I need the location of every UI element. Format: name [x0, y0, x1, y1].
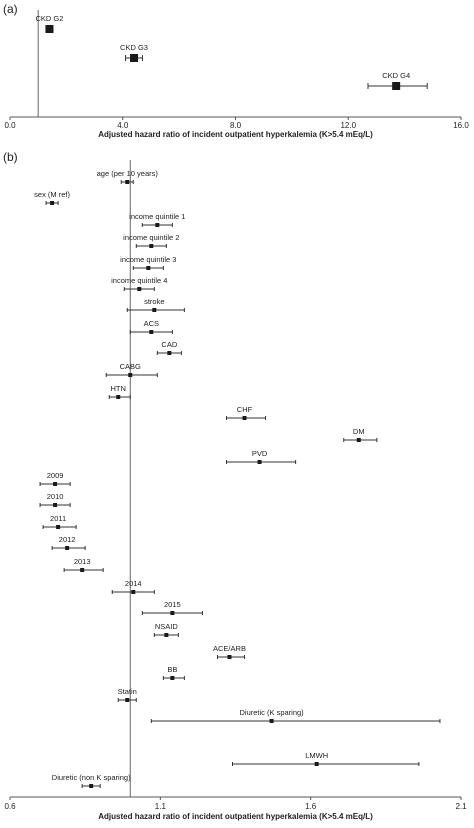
point-label: CABG	[120, 362, 141, 371]
point-marker	[242, 416, 247, 420]
x-tick-label: 1.6	[305, 802, 317, 811]
point-label: ACS	[144, 319, 159, 328]
point-label: ACE/ARB	[213, 644, 246, 653]
x-tick-label: 12.0	[340, 121, 356, 130]
point-label: NSAID	[155, 622, 179, 631]
point-marker	[56, 525, 61, 529]
point-marker	[269, 719, 274, 723]
point-label: 2009	[47, 471, 64, 480]
x-axis-title: Adjusted hazard ratio of incident outpat…	[98, 130, 373, 139]
point-marker	[170, 676, 175, 680]
x-tick-label: 0.6	[4, 802, 16, 811]
point-marker	[314, 762, 319, 766]
point-label: age (per 10 years)	[97, 169, 159, 178]
point-marker	[80, 568, 85, 572]
point-label: CHF	[237, 405, 253, 414]
point-label: CKD G2	[35, 14, 63, 23]
point-marker	[45, 25, 54, 33]
point-marker	[130, 54, 139, 62]
point-marker	[65, 546, 70, 550]
point-marker	[164, 633, 169, 637]
point-label: HTN	[111, 384, 126, 393]
point-marker	[149, 244, 154, 248]
point-label: 2011	[50, 514, 66, 523]
point-marker	[356, 438, 361, 442]
panel-b-label: (b)	[3, 150, 18, 164]
point-label: 2014	[125, 579, 142, 588]
point-label: 2012	[59, 535, 76, 544]
point-label: Statin	[118, 687, 137, 696]
point-marker	[125, 180, 130, 184]
point-label: 2013	[74, 557, 91, 566]
point-marker	[227, 655, 232, 659]
point-marker	[50, 201, 55, 205]
point-label: Diuretic (K sparing)	[239, 708, 304, 717]
point-marker	[170, 611, 175, 615]
x-tick-label: 0.0	[4, 121, 16, 130]
x-tick-label: 8.0	[230, 121, 242, 130]
point-marker	[392, 82, 401, 90]
point-marker	[149, 330, 154, 334]
x-tick-label: 1.1	[155, 802, 167, 811]
point-label: PVD	[252, 449, 268, 458]
point-marker	[89, 784, 94, 788]
point-label: DM	[353, 427, 365, 436]
point-marker	[137, 287, 142, 291]
x-tick-label: 2.1	[455, 802, 467, 811]
point-marker	[167, 351, 172, 355]
point-marker	[116, 395, 121, 399]
point-label: stroke	[144, 297, 164, 306]
point-marker	[131, 590, 136, 594]
point-label: sex (M ref)	[34, 190, 70, 199]
point-marker	[152, 308, 157, 312]
point-label: CKD G4	[382, 71, 410, 80]
point-marker	[257, 460, 262, 464]
point-label: income quintile 2	[123, 233, 179, 242]
point-label: CKD G3	[120, 43, 148, 52]
point-label: 2015	[164, 600, 181, 609]
point-marker	[53, 503, 58, 507]
point-label: LMWH	[305, 751, 328, 760]
panel-a-label: (a)	[3, 2, 18, 16]
point-marker	[146, 266, 151, 270]
point-marker	[128, 373, 133, 377]
point-label: 2010	[47, 492, 64, 501]
point-marker	[155, 223, 160, 227]
point-label: Diuretic (non K sparing)	[52, 773, 131, 782]
x-axis-title: Adjusted hazard ratio of incident outpat…	[98, 812, 373, 821]
point-label: BB	[167, 665, 177, 674]
point-marker	[125, 698, 130, 702]
point-label: income quintile 4	[111, 276, 167, 285]
point-marker	[53, 482, 58, 486]
point-label: income quintile 1	[129, 212, 185, 221]
x-tick-label: 16.0	[453, 121, 469, 130]
point-label: CAD	[161, 340, 177, 349]
point-label: income quintile 3	[120, 255, 176, 264]
x-tick-label: 4.0	[117, 121, 129, 130]
